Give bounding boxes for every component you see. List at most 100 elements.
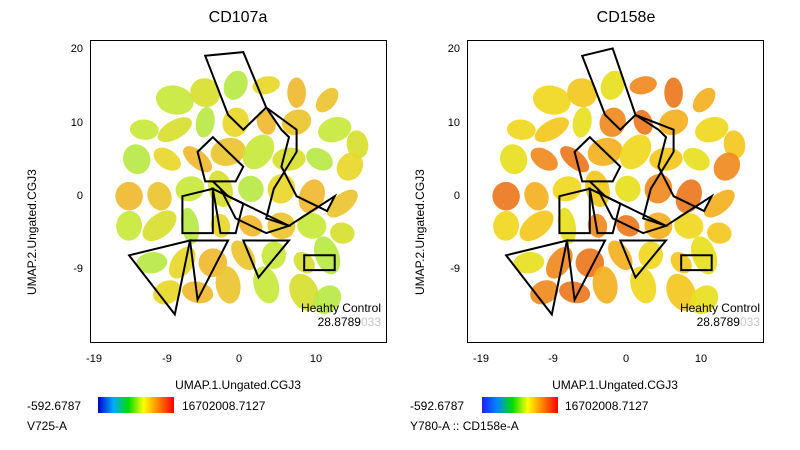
cell-cluster [289, 273, 320, 311]
x-tick-label: 10 [309, 353, 323, 365]
cell-cluster [530, 147, 558, 171]
scatter-plot-area[interactable] [90, 40, 387, 343]
cell-cluster [272, 147, 306, 171]
cell-cluster [695, 117, 729, 143]
chart-title: CD158e [596, 9, 656, 26]
cell-cluster [153, 280, 182, 305]
cell-cluster [492, 181, 520, 211]
gate-polygon [203, 51, 268, 132]
cell-cluster [519, 210, 554, 242]
y-tick-label: 20 [447, 43, 460, 55]
gate-polygon [618, 239, 669, 280]
cell-cluster [500, 144, 528, 175]
cell-cluster [195, 107, 215, 138]
cell-cluster [298, 179, 325, 214]
cell-cluster [506, 119, 536, 140]
x-tick-label: 0 [622, 353, 630, 365]
cell-cluster [690, 285, 719, 314]
cell-cluster [282, 109, 312, 136]
cell-cluster [524, 181, 549, 211]
x-axis-label: UMAP.1.Ungated.CGJ3 [552, 378, 678, 392]
cell-cluster [256, 109, 276, 135]
cell-cluster [713, 152, 741, 181]
cell-cluster [600, 70, 625, 100]
x-tick-label: -19 [473, 353, 489, 365]
cell-cluster [532, 85, 571, 115]
cell-cluster [703, 189, 735, 218]
y-tick-label: 20 [70, 43, 83, 55]
gate-polygon [634, 113, 715, 227]
cell-cluster [587, 213, 608, 238]
parameter-label: Y780-A :: CD158e-A [410, 419, 519, 433]
cell-cluster [147, 181, 172, 211]
colorbar [98, 397, 174, 413]
cell-cluster [546, 246, 573, 279]
gate-polygon [558, 187, 591, 235]
cell-cluster [692, 87, 716, 113]
cell-cluster [153, 147, 181, 171]
cell-cluster [723, 130, 746, 159]
cell-cluster [659, 109, 689, 136]
sample-annotation: Heahty Control 28.8789033 [261, 301, 381, 329]
gate-polygon [565, 239, 607, 304]
sample-value: 28.8789033 [696, 315, 760, 329]
x-tick-label: 0 [235, 353, 243, 365]
cell-cluster [683, 147, 710, 171]
gate-polygon [196, 135, 245, 183]
cell-cluster [315, 87, 339, 113]
cell-cluster [560, 146, 590, 173]
cell-cluster [136, 252, 168, 274]
y-tick-label: 10 [70, 117, 83, 129]
cell-cluster [313, 285, 342, 314]
cell-cluster [330, 222, 355, 244]
cell-cluster [169, 246, 196, 279]
cell-cluster [619, 134, 652, 170]
cell-cluster [326, 189, 358, 218]
cell-cluster [572, 107, 592, 138]
y-tick-label: 0 [76, 190, 83, 202]
x-tick-label: -9 [548, 353, 558, 365]
gate-polygon [127, 239, 192, 317]
cell-cluster [297, 212, 327, 239]
colorbar-min-label: -592.6787 [27, 399, 82, 413]
cell-cluster [157, 117, 192, 143]
colorbar-max-label: 16702008.7127 [182, 399, 266, 413]
cell-cluster [664, 77, 683, 108]
cell-cluster [675, 179, 702, 214]
y-tick-label: 0 [453, 190, 460, 202]
gate-polygon [580, 47, 637, 132]
cell-cluster [155, 85, 194, 115]
sample-value: 28.8789033 [317, 315, 381, 329]
x-axis-label: UMAP.1.Ungated.CGJ3 [175, 378, 301, 392]
y-axis-label: UMAP.2.Ungated.CGJ3 [25, 169, 39, 295]
cell-cluster [175, 176, 205, 202]
cell-cluster [534, 117, 569, 143]
gate-polygon [303, 254, 336, 272]
gate-polygon [181, 187, 214, 235]
cell-cluster [231, 240, 256, 271]
y-axis-label: UMAP.2.Ungated.CGJ3 [413, 169, 427, 295]
x-tick-label: -19 [86, 353, 102, 365]
cell-cluster [215, 266, 241, 304]
y-tick-label: 10 [447, 117, 460, 129]
cell-cluster [183, 146, 213, 173]
cell-cluster [557, 207, 577, 244]
parameter-label: V725-A [27, 419, 68, 433]
scatter-plot-area[interactable] [467, 40, 764, 343]
cell-cluster [336, 152, 364, 181]
gate-polygon [188, 239, 230, 304]
y-tick-label: -9 [73, 263, 83, 275]
cell-cluster [180, 207, 200, 244]
cell-cluster [707, 222, 732, 244]
cell-cluster [116, 210, 143, 241]
gate-polygon [264, 106, 338, 227]
cell-cluster [318, 117, 352, 143]
cell-cluster [346, 130, 369, 159]
sample-name: Heahty Control [300, 301, 381, 315]
chart-title: CD107a [208, 9, 268, 26]
cell-cluster [123, 144, 151, 175]
x-tick-label: 10 [694, 353, 708, 365]
cell-cluster [666, 273, 697, 311]
cell-cluster [306, 147, 333, 171]
cell-cluster [552, 176, 582, 202]
